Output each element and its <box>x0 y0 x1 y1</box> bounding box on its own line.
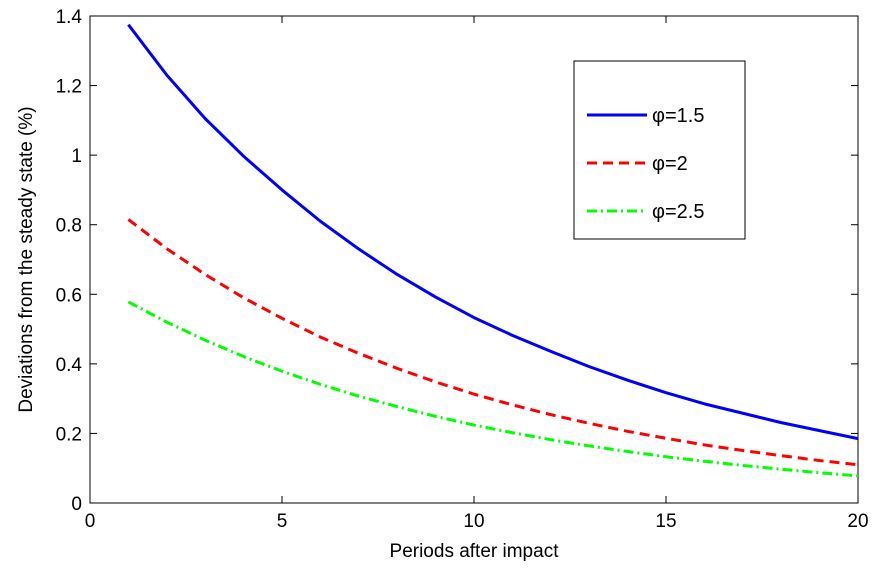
ticks-layer: 0 5 10 15 20 0 0.2 0.4 0.6 0.8 1 1.2 1.4 <box>56 7 869 532</box>
series-layer <box>127 23 859 478</box>
legend-label-1: φ=1.5 <box>652 105 704 127</box>
y-tick-label: 1.4 <box>56 7 83 28</box>
x-tick-label: 15 <box>655 511 676 532</box>
y-tick-label: 0 <box>71 494 82 515</box>
y-tick-label: 0.8 <box>56 216 82 237</box>
series-line-2 <box>127 218 859 467</box>
legend-box <box>573 60 746 240</box>
y-axis-label: Deviations from the steady state (%) <box>16 106 37 412</box>
x-axis-label: Periods after impact <box>390 541 560 562</box>
x-tick-label: 5 <box>277 511 288 532</box>
y-tick-label: 1.2 <box>56 77 82 98</box>
plot-area: 0 5 10 15 20 0 0.2 0.4 0.6 0.8 1 1.2 1.4 <box>56 7 869 532</box>
series-line-3 <box>127 300 859 478</box>
y-tick-label: 0.6 <box>56 285 82 306</box>
legend-label-3: φ=2.5 <box>652 201 704 223</box>
series-line-1 <box>127 23 859 441</box>
x-tick-label: 20 <box>847 511 868 532</box>
y-tick-label: 1 <box>71 146 82 167</box>
x-tick-label: 10 <box>463 511 484 532</box>
legend: φ=1.5 φ=2 φ=2.5 <box>573 60 746 240</box>
y-tick-label: 0.2 <box>56 424 82 445</box>
legend-label-2: φ=2 <box>652 153 688 175</box>
x-tick-label: 0 <box>85 511 96 532</box>
y-tick-label: 0.4 <box>56 355 83 376</box>
